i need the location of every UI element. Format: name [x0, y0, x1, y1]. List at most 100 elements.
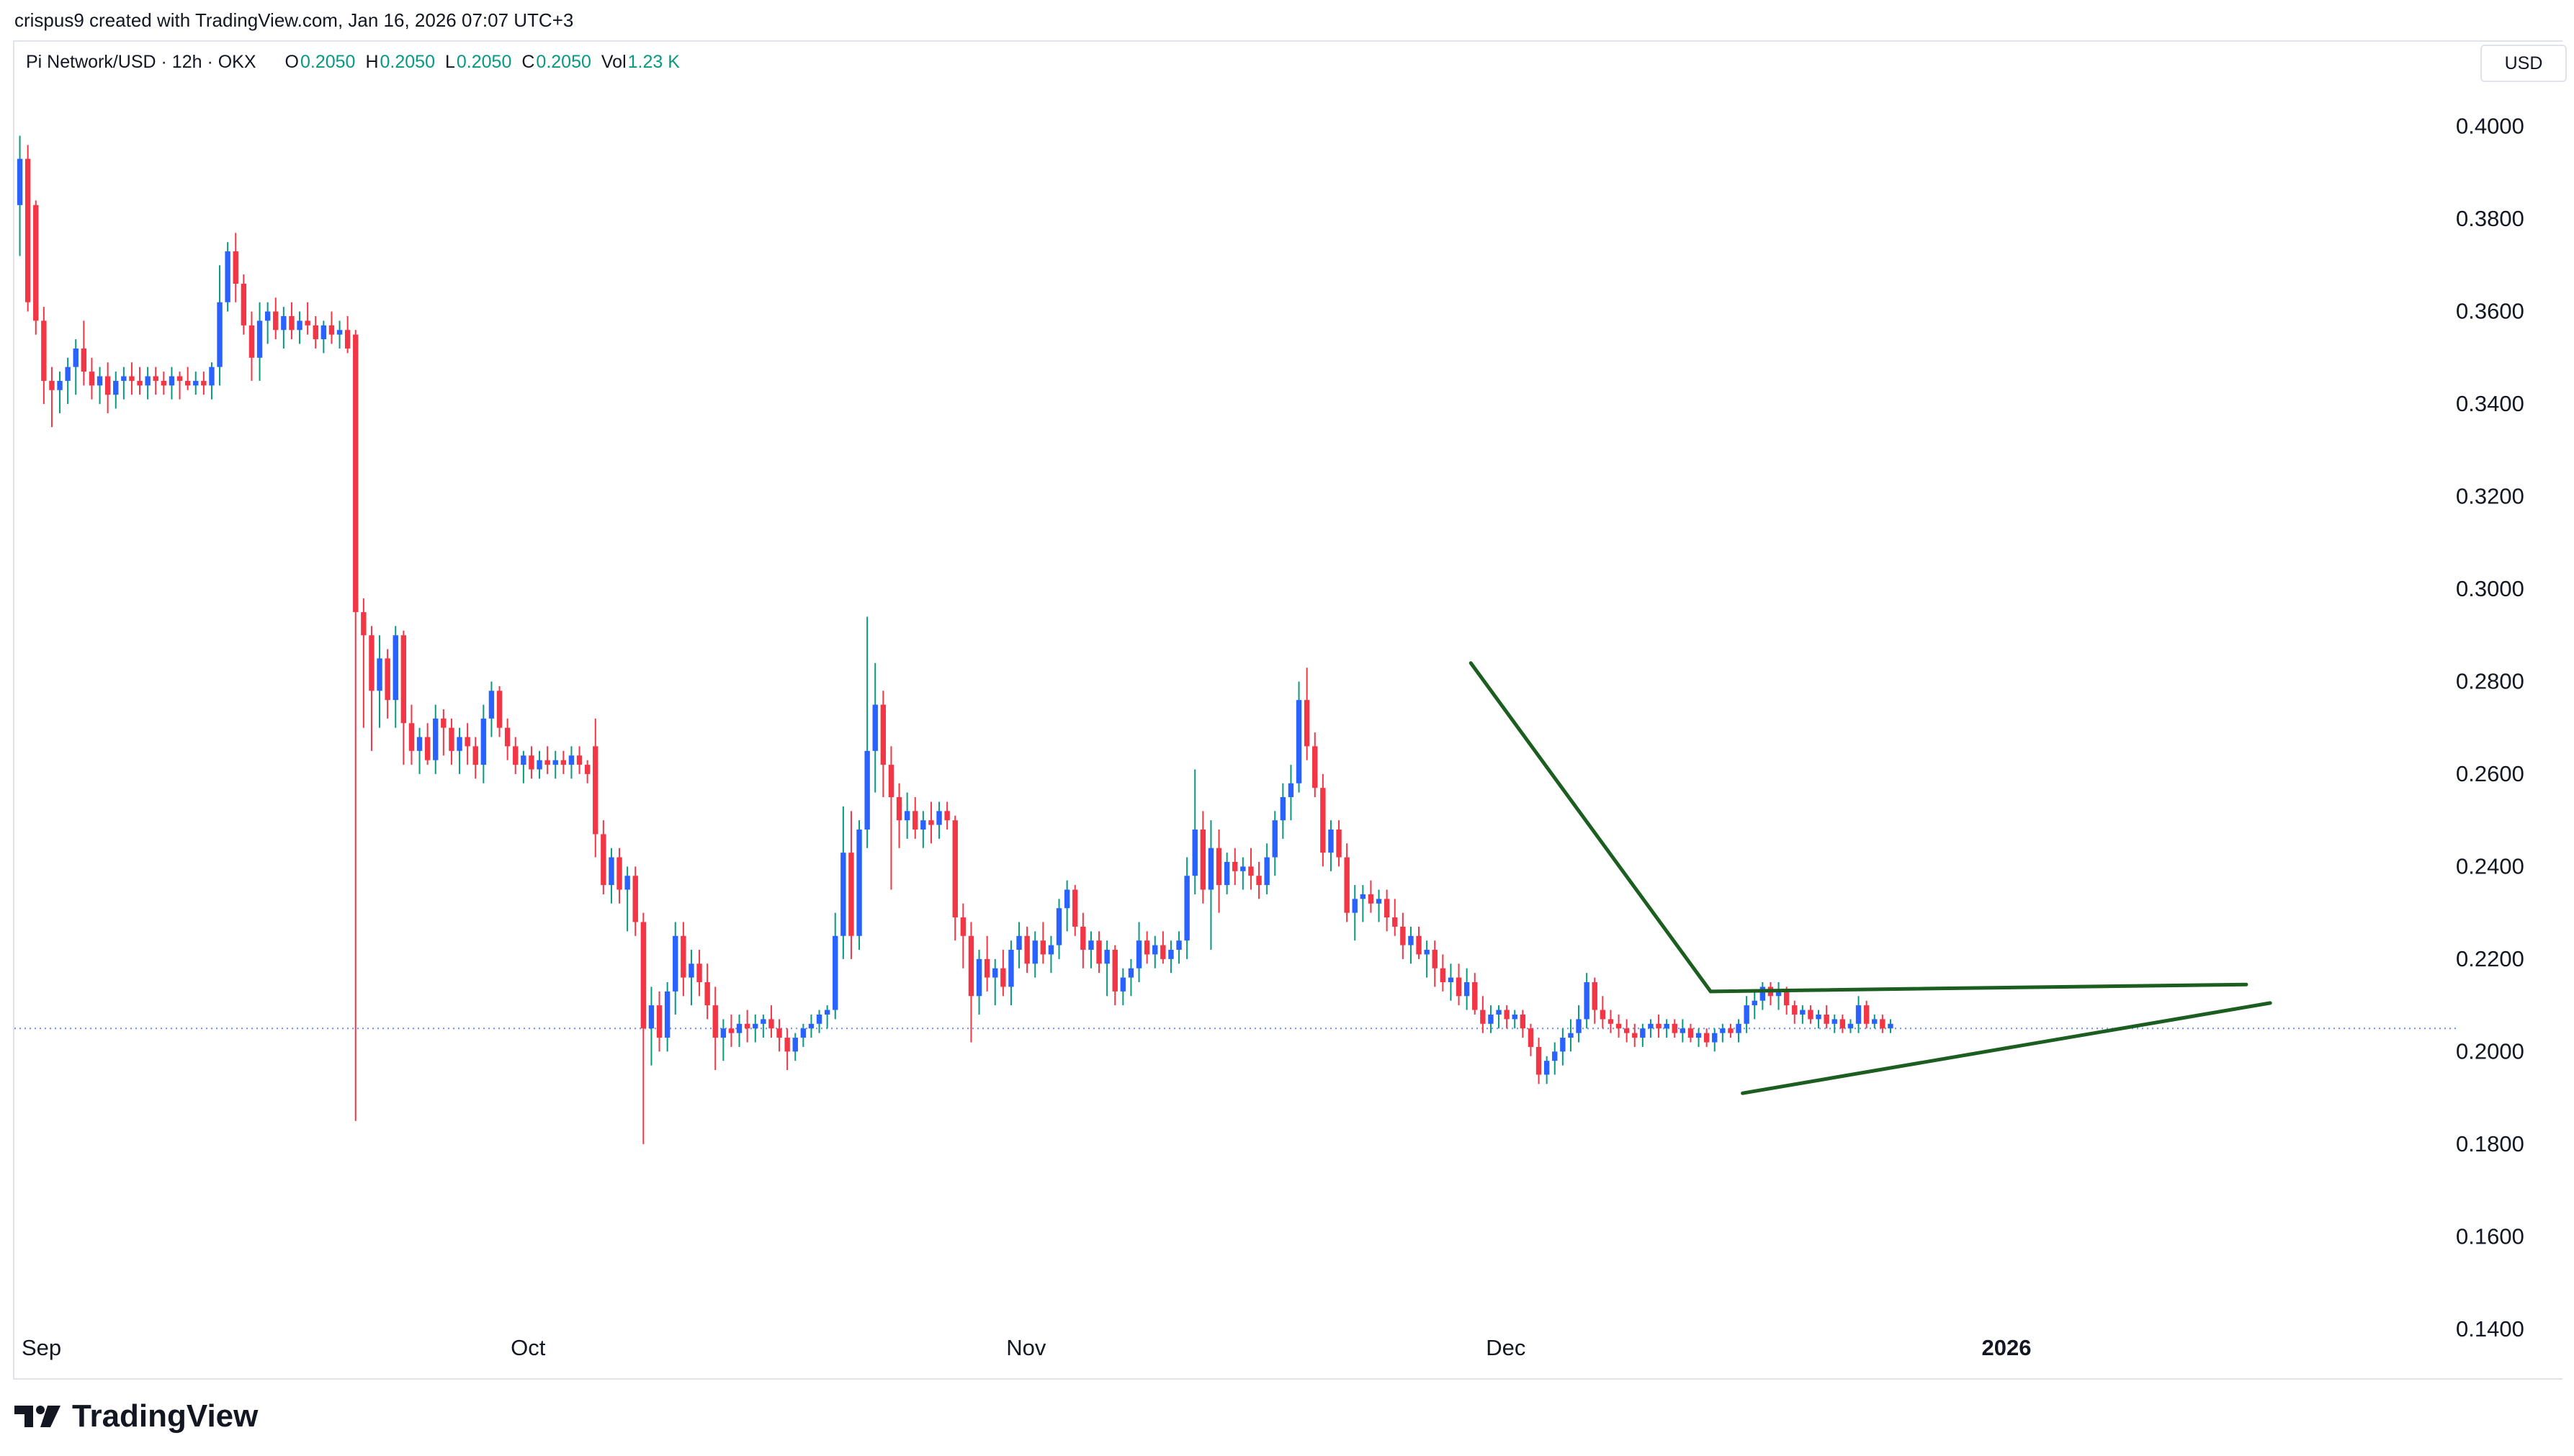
- candle-body: [920, 820, 926, 830]
- candle-body: [624, 876, 630, 890]
- candle-body: [808, 1023, 815, 1029]
- volume-value: 1.23 K: [627, 51, 680, 72]
- candle-body: [1304, 700, 1310, 747]
- candle-body: [1000, 968, 1006, 987]
- candle-body: [1168, 950, 1174, 959]
- candle-body: [1056, 908, 1062, 945]
- candle-body: [1104, 950, 1110, 964]
- candle-body: [273, 311, 279, 331]
- candle-body: [840, 853, 846, 936]
- candle-body: [1592, 981, 1597, 1010]
- candle-body: [856, 830, 862, 936]
- candle-body: [1248, 866, 1254, 876]
- candle-body: [1463, 981, 1470, 997]
- candle-body: [632, 876, 638, 922]
- chart-frame: [13, 40, 2562, 1380]
- candle-body: [1680, 1028, 1686, 1033]
- created-by-text: crispus9 created with TradingView.com, J…: [14, 9, 574, 31]
- candle-body: [1376, 899, 1382, 904]
- y-tick-label: 0.3200: [2456, 484, 2524, 509]
- currency-button[interactable]: USD: [2480, 45, 2567, 82]
- low-value: 0.2050: [456, 51, 512, 72]
- open-label: O: [284, 51, 299, 72]
- candle-body: [601, 834, 606, 886]
- candle-body: [113, 380, 119, 395]
- candle-body: [1496, 1010, 1502, 1015]
- y-tick-label: 0.1400: [2456, 1316, 2524, 1342]
- tradingview-brand-text: TradingView: [72, 1398, 259, 1434]
- candle-body: [704, 981, 710, 1006]
- candle-body: [1824, 1014, 1829, 1024]
- candle-body: [424, 737, 431, 760]
- y-tick-label: 0.1800: [2456, 1131, 2524, 1156]
- candle-body: [744, 1023, 750, 1029]
- candle-body: [169, 376, 175, 386]
- candle-body: [1448, 977, 1454, 982]
- candle-body: [1607, 1019, 1614, 1024]
- x-tick-label: 2026: [1982, 1335, 2032, 1360]
- candle-body: [728, 1028, 735, 1033]
- candle-body: [369, 635, 375, 691]
- candle-body: [1656, 1023, 1662, 1029]
- candle-body: [576, 755, 583, 765]
- candle-body: [393, 635, 398, 701]
- candle-body: [720, 1028, 727, 1038]
- y-tick-label: 0.3000: [2456, 576, 2524, 601]
- candle-body: [896, 797, 902, 821]
- close-value: 0.2050: [536, 51, 591, 72]
- candle-body: [521, 755, 526, 765]
- candle-body: [968, 935, 974, 997]
- x-tick-label: Sep: [22, 1335, 61, 1360]
- candle-body: [145, 376, 151, 386]
- candle-body: [1336, 830, 1342, 858]
- candle-body: [1280, 797, 1286, 821]
- candle-body: [568, 755, 575, 765]
- candle-body: [24, 158, 31, 302]
- low-label: L: [444, 51, 455, 72]
- candle-body: [17, 158, 23, 205]
- close-label: C: [521, 51, 535, 72]
- candle-body: [313, 325, 318, 340]
- candle-body: [129, 376, 135, 381]
- candle-body: [297, 320, 302, 331]
- candle-body: [1312, 746, 1318, 788]
- symbol-title[interactable]: Pi Network/USD · 12h · OKX: [26, 51, 256, 72]
- candle-body: [1256, 876, 1262, 886]
- lower-triangle-line: [1741, 1001, 2272, 1095]
- candle-body: [1543, 1061, 1550, 1075]
- candle-body: [121, 376, 127, 381]
- candle-body: [248, 325, 255, 358]
- candle-body: [153, 376, 158, 381]
- high-value: 0.2050: [380, 51, 435, 72]
- candle-body: [1136, 940, 1142, 969]
- candle-body: [496, 691, 503, 728]
- x-tick-label: Oct: [511, 1335, 546, 1360]
- candle-body: [1160, 945, 1166, 959]
- candle-body: [753, 1023, 758, 1029]
- candle-body: [1488, 1014, 1494, 1024]
- candle-body: [1240, 866, 1246, 871]
- candle-body: [1520, 1014, 1526, 1029]
- candle-body: [800, 1028, 807, 1038]
- y-tick-label: 0.4000: [2456, 114, 2524, 139]
- tradingview-logo[interactable]: TradingView: [14, 1398, 258, 1434]
- x-tick-label: Nov: [1006, 1335, 1046, 1360]
- y-tick-label: 0.2600: [2456, 761, 2524, 786]
- candle-body: [529, 755, 534, 770]
- candle-body: [1016, 935, 1022, 951]
- candle-body: [1080, 926, 1086, 951]
- candle-body: [761, 1019, 766, 1024]
- candle-body: [281, 315, 287, 331]
- candle-body: [833, 935, 838, 1010]
- candle-body: [513, 746, 519, 765]
- candle-body: [480, 718, 487, 765]
- y-tick-label: 0.1600: [2456, 1223, 2524, 1249]
- candle-body: [992, 968, 998, 978]
- candle-body: [73, 348, 79, 367]
- candle-body: [225, 251, 230, 302]
- candle-body: [201, 380, 207, 386]
- candle-body: [1432, 950, 1438, 969]
- candle-body: [328, 325, 335, 335]
- candle-body: [320, 325, 327, 340]
